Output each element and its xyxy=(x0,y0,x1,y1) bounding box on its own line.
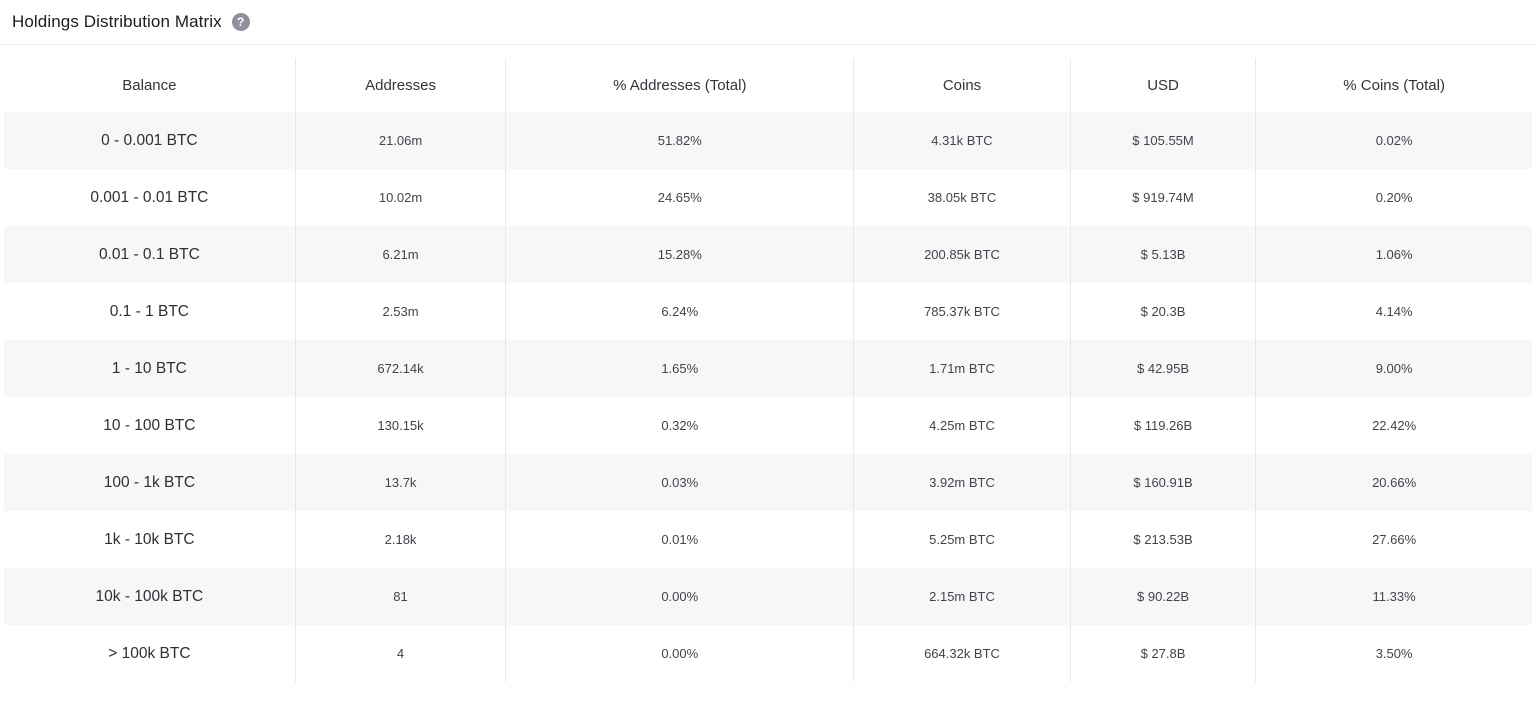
cell-balance: 10k - 100k BTC xyxy=(4,568,296,625)
cell-balance: 10 - 100 BTC xyxy=(4,397,296,454)
cell-usd: $ 919.74M xyxy=(1071,169,1257,226)
cell-pct-coins: 1.06% xyxy=(1375,247,1413,262)
cell-pct-addresses: 51.82% xyxy=(506,112,855,169)
cell-usd: $ 90.22B xyxy=(1071,568,1257,625)
cell-addresses: 2.18k xyxy=(296,511,507,568)
column-header-addresses: Addresses xyxy=(296,58,507,112)
table-row: 0.001 - 0.01 BTC 10.02m 24.65% 38.05k BT… xyxy=(4,169,1532,226)
cell-pct-addresses: 24.65% xyxy=(506,169,855,226)
cell-pct-coins: 0.02% xyxy=(1375,133,1413,148)
cell-balance: 1k - 10k BTC xyxy=(4,511,296,568)
cell-pct-coins: 22.42% xyxy=(1372,418,1417,433)
cell-usd: $ 213.53B xyxy=(1071,511,1257,568)
cell-pct-coins: 3.50% xyxy=(1375,646,1413,661)
column-header-usd: USD xyxy=(1071,58,1257,112)
cell-balance: > 100k BTC xyxy=(4,625,296,682)
cell-pct-addresses: 0.03% xyxy=(506,454,855,511)
table-row: 10 - 100 BTC 130.15k 0.32% 4.25m BTC $ 1… xyxy=(4,397,1532,454)
cell-usd: $ 160.91B xyxy=(1071,454,1257,511)
table-row: 1k - 10k BTC 2.18k 0.01% 5.25m BTC $ 213… xyxy=(4,511,1532,568)
cell-pct-addresses: 0.00% xyxy=(506,568,855,625)
table-row: 100 - 1k BTC 13.7k 0.03% 3.92m BTC $ 160… xyxy=(4,454,1532,511)
page-title: Holdings Distribution Matrix xyxy=(12,12,222,31)
cell-usd: $ 20.3B xyxy=(1071,283,1257,340)
table-row: 0.1 - 1 BTC 2.53m 6.24% 785.37k BTC $ 20… xyxy=(4,283,1532,340)
table-row: 0 - 0.001 BTC 21.06m 51.82% 4.31k BTC $ … xyxy=(4,112,1532,169)
column-header-coins: Coins xyxy=(854,58,1071,112)
cell-usd: $ 27.8B xyxy=(1071,625,1257,682)
cell-pct-coins: 11.33% xyxy=(1372,589,1416,604)
cell-addresses: 21.06m xyxy=(296,112,507,169)
cell-pct-coins: 27.66% xyxy=(1372,532,1417,547)
page-header: Holdings Distribution Matrix ? xyxy=(0,0,1536,44)
cell-coins: 664.32k BTC xyxy=(854,625,1071,682)
table-body: 0 - 0.001 BTC 21.06m 51.82% 4.31k BTC $ … xyxy=(4,112,1532,682)
cell-coins: 4.31k BTC xyxy=(854,112,1071,169)
table-row: > 100k BTC 4 0.00% 664.32k BTC $ 27.8B 3… xyxy=(4,625,1532,682)
cell-pct-addresses: 0.32% xyxy=(506,397,855,454)
holdings-distribution-table: Balance Addresses % Addresses (Total) Co… xyxy=(4,58,1532,682)
cell-pct-coins: 4.14% xyxy=(1375,304,1413,319)
cell-pct-addresses: 6.24% xyxy=(506,283,855,340)
cell-coins: 2.15m BTC xyxy=(854,568,1071,625)
cell-pct-addresses: 15.28% xyxy=(506,226,855,283)
cell-coins: 3.92m BTC xyxy=(854,454,1071,511)
cell-pct-coins: 0.20% xyxy=(1375,190,1413,205)
cell-coins: 4.25m BTC xyxy=(854,397,1071,454)
cell-pct-addresses: 0.01% xyxy=(506,511,855,568)
table-row: 1 - 10 BTC 672.14k 1.65% 1.71m BTC $ 42.… xyxy=(4,340,1532,397)
cell-balance: 0 - 0.001 BTC xyxy=(4,112,296,169)
cell-usd: $ 105.55M xyxy=(1071,112,1257,169)
help-icon[interactable]: ? xyxy=(231,13,250,31)
cell-pct-addresses: 1.65% xyxy=(506,340,855,397)
cell-addresses: 81 xyxy=(296,568,507,625)
column-header-pct-coins: % Coins (Total) xyxy=(1343,76,1445,94)
cell-addresses: 130.15k xyxy=(296,397,507,454)
header-divider xyxy=(0,44,1536,58)
cell-pct-coins: 20.66% xyxy=(1372,475,1417,490)
cell-addresses: 6.21m xyxy=(296,226,507,283)
cell-balance: 0.1 - 1 BTC xyxy=(4,283,296,340)
cell-balance: 100 - 1k BTC xyxy=(4,454,296,511)
cell-addresses: 4 xyxy=(296,625,507,682)
cell-usd: $ 119.26B xyxy=(1071,397,1257,454)
cell-balance: 1 - 10 BTC xyxy=(4,340,296,397)
cell-coins: 38.05k BTC xyxy=(854,169,1071,226)
cell-addresses: 2.53m xyxy=(296,283,507,340)
cell-usd: $ 5.13B xyxy=(1071,226,1257,283)
cell-coins: 5.25m BTC xyxy=(854,511,1071,568)
cell-coins: 1.71m BTC xyxy=(854,340,1071,397)
table-row: 10k - 100k BTC 81 0.00% 2.15m BTC $ 90.2… xyxy=(4,568,1532,625)
table-row: 0.01 - 0.1 BTC 6.21m 15.28% 200.85k BTC … xyxy=(4,226,1532,283)
cell-pct-addresses: 0.00% xyxy=(506,625,855,682)
cell-usd: $ 42.95B xyxy=(1071,340,1257,397)
table-header-row: Balance Addresses % Addresses (Total) Co… xyxy=(4,58,1532,112)
column-header-pct-addresses: % Addresses (Total) xyxy=(506,58,855,112)
cell-coins: 200.85k BTC xyxy=(854,226,1071,283)
cell-addresses: 672.14k xyxy=(296,340,507,397)
column-header-balance: Balance xyxy=(4,58,296,112)
cell-balance: 0.001 - 0.01 BTC xyxy=(4,169,296,226)
cell-addresses: 13.7k xyxy=(296,454,507,511)
cell-coins: 785.37k BTC xyxy=(854,283,1071,340)
cell-balance: 0.01 - 0.1 BTC xyxy=(4,226,296,283)
cell-addresses: 10.02m xyxy=(296,169,507,226)
cell-pct-coins: 9.00% xyxy=(1375,361,1413,376)
